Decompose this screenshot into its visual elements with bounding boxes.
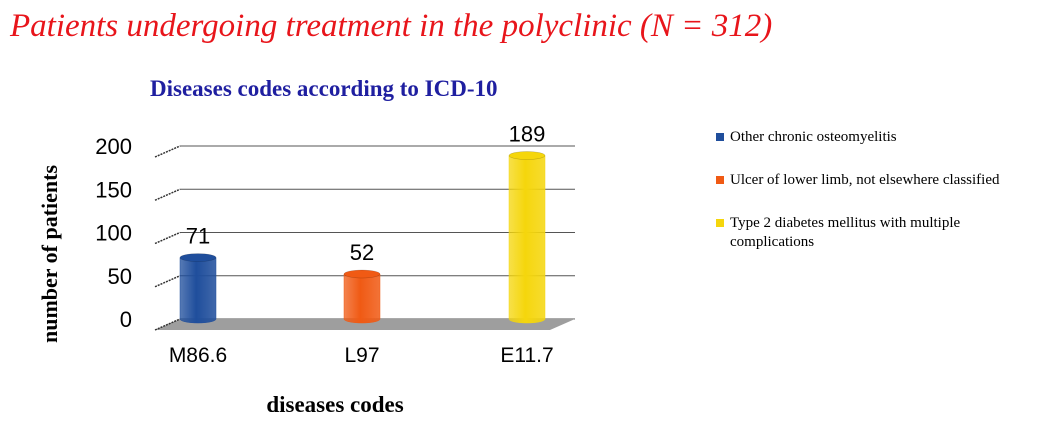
x-axis-label: diseases codes <box>266 392 404 417</box>
data-label: 71 <box>186 224 210 249</box>
chart-title: Diseases codes according to ICD-10 <box>150 76 498 101</box>
slide-headline: Patients undergoing treatment in the pol… <box>10 8 773 44</box>
legend-label: Other chronic osteomyelitis <box>730 129 897 145</box>
bar-top <box>179 253 217 262</box>
x-tick-label: E11.7 <box>500 344 553 367</box>
y-tick-label: 0 <box>120 307 132 332</box>
bar <box>508 155 546 324</box>
y-tick-label: 200 <box>95 134 132 159</box>
data-label: 189 <box>509 122 546 147</box>
bar-top <box>343 269 381 279</box>
legend-item-diabetes: Type 2 diabetes mellitus with multiple c… <box>716 214 1046 252</box>
bar <box>343 273 381 324</box>
legend-swatch <box>716 133 724 141</box>
chart-floor <box>155 319 575 330</box>
legend-item-osteomyelitis: Other chronic osteomyelitis <box>716 128 1046 147</box>
tick-connector <box>154 275 181 288</box>
tick-connector <box>154 188 181 201</box>
data-label: 52 <box>350 240 374 265</box>
bar <box>179 257 217 324</box>
chart-legend: Other chronic osteomyelitis Ulcer of low… <box>716 128 1046 276</box>
tick-connector <box>154 231 181 245</box>
x-tick-label: M86.6 <box>169 344 227 367</box>
x-tick-label: L97 <box>344 344 379 367</box>
tick-connector <box>154 318 181 331</box>
legend-label: Type 2 diabetes mellitus with multiple c… <box>730 215 961 250</box>
y-tick-label: 100 <box>95 221 132 246</box>
bar-top <box>508 151 546 160</box>
bar-chart: 0 50 100 150 200 71 52 189 M86.6 L97 E11.7 <box>95 122 575 367</box>
legend-swatch <box>716 176 724 184</box>
legend-item-ulcer: Ulcer of lower limb, not elsewhere class… <box>716 171 1046 190</box>
legend-swatch <box>716 219 724 227</box>
legend-label: Ulcer of lower limb, not elsewhere class… <box>730 172 1000 188</box>
tick-connector <box>154 145 181 158</box>
y-tick-label: 50 <box>108 264 132 289</box>
y-tick-label: 150 <box>95 177 132 202</box>
